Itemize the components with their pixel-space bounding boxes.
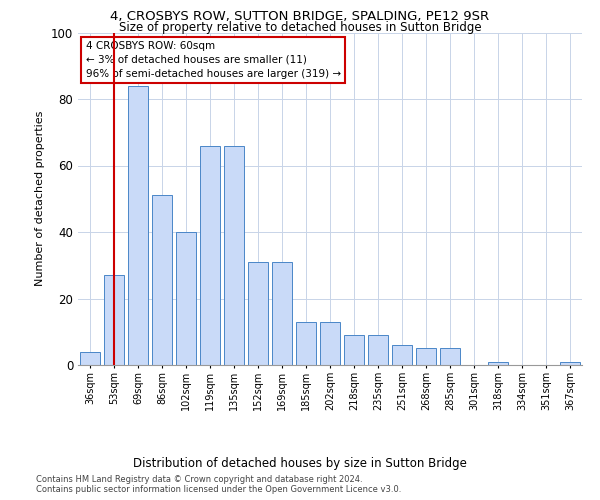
Text: Size of property relative to detached houses in Sutton Bridge: Size of property relative to detached ho…: [119, 21, 481, 34]
Bar: [296, 322, 316, 365]
Bar: [248, 262, 268, 365]
Bar: [488, 362, 508, 365]
Text: Contains public sector information licensed under the Open Government Licence v3: Contains public sector information licen…: [36, 485, 401, 494]
Bar: [368, 335, 388, 365]
Bar: [344, 335, 364, 365]
Bar: [272, 262, 292, 365]
Bar: [104, 275, 124, 365]
Text: 4, CROSBYS ROW, SUTTON BRIDGE, SPALDING, PE12 9SR: 4, CROSBYS ROW, SUTTON BRIDGE, SPALDING,…: [110, 10, 490, 23]
Bar: [320, 322, 340, 365]
Y-axis label: Number of detached properties: Number of detached properties: [35, 111, 46, 286]
Bar: [80, 352, 100, 365]
Bar: [200, 146, 220, 365]
Bar: [392, 345, 412, 365]
Bar: [416, 348, 436, 365]
Bar: [128, 86, 148, 365]
Bar: [560, 362, 580, 365]
Bar: [440, 348, 460, 365]
Text: 4 CROSBYS ROW: 60sqm
← 3% of detached houses are smaller (11)
96% of semi-detach: 4 CROSBYS ROW: 60sqm ← 3% of detached ho…: [86, 41, 341, 79]
Bar: [152, 196, 172, 365]
Text: Distribution of detached houses by size in Sutton Bridge: Distribution of detached houses by size …: [133, 458, 467, 470]
Bar: [176, 232, 196, 365]
Text: Contains HM Land Registry data © Crown copyright and database right 2024.: Contains HM Land Registry data © Crown c…: [36, 475, 362, 484]
Bar: [224, 146, 244, 365]
